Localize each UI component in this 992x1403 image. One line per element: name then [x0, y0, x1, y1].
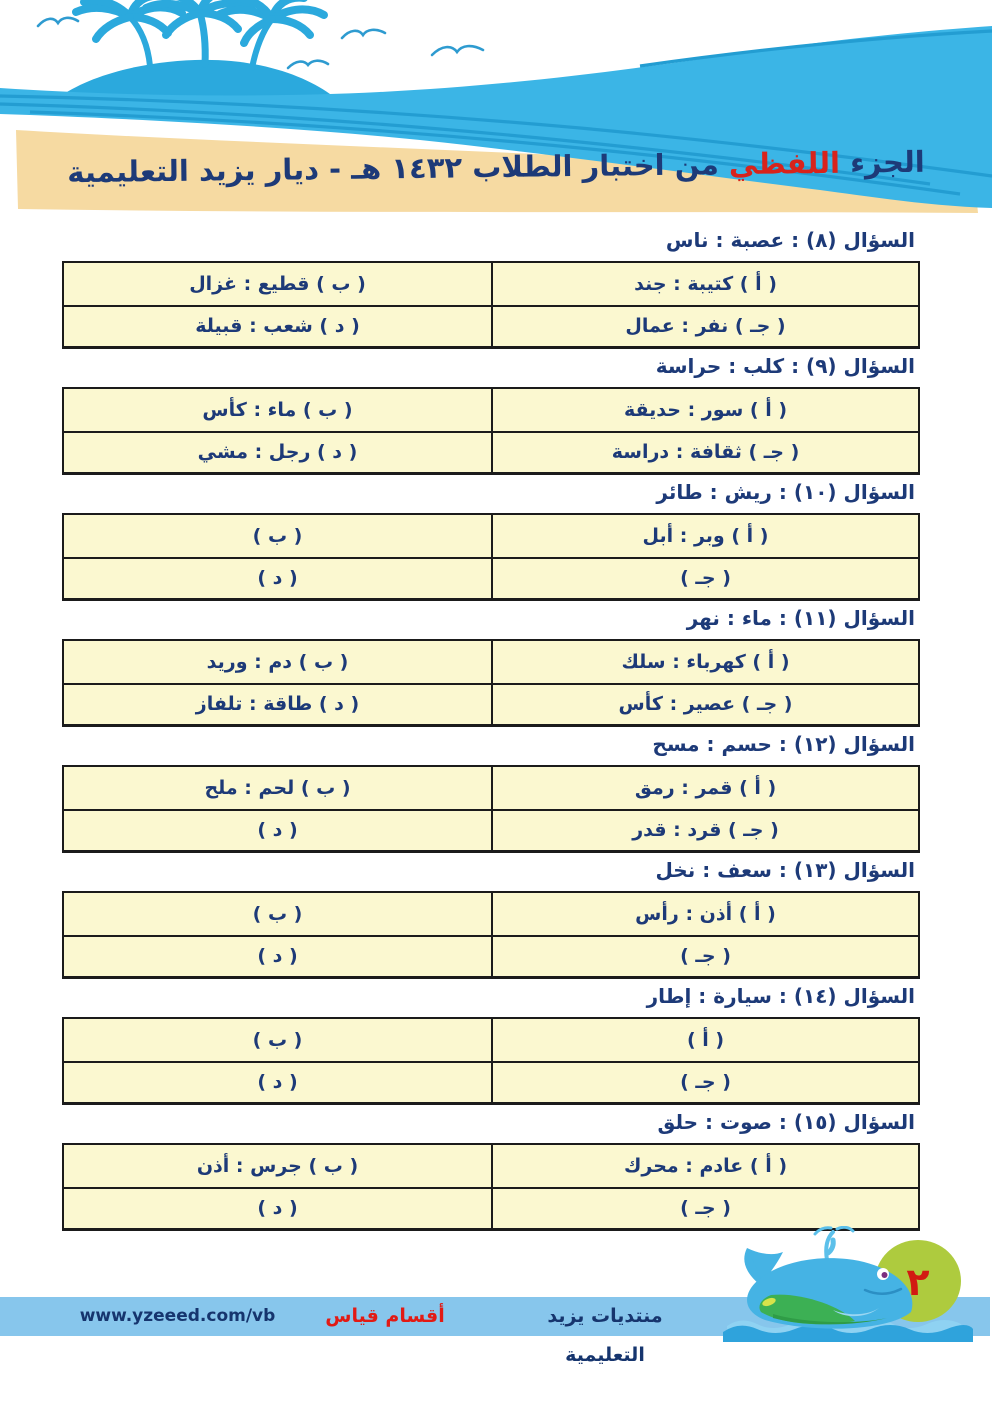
option-d: ( د ) — [64, 1186, 491, 1229]
question-label: السؤال (١٥) : صوت : حلق — [657, 1110, 915, 1134]
option-c: ( جـ ) — [491, 934, 918, 976]
footer-qiyas-section: أقسام قياس — [325, 1305, 445, 1327]
whale-body-icon — [744, 1248, 913, 1329]
question-label: السؤال (١٣) : سعف : نخل — [655, 858, 915, 882]
whale-spout-icon — [813, 1226, 855, 1262]
question-label: السؤال (١١) : ماء : نهر — [686, 606, 915, 630]
option-c: ( جـ ) قرد : قدر — [491, 808, 918, 850]
sea-wave — [0, 26, 992, 208]
footer-forum-name: منتديات يزيد التعليمية — [547, 1305, 663, 1366]
option-b: ( ب ) لحم : ملح — [204, 776, 351, 799]
options-table: ( أ ) سور : حديقة ( ب ) ماء : كأس ( جـ )… — [62, 387, 920, 475]
option-a: ( أ ) كهرباء : سلك — [491, 641, 918, 683]
question-label: السؤال (٩) : كلب : حراسة — [655, 354, 915, 378]
option-d: ( د ) — [64, 556, 491, 599]
options-table: ( أ ) ( ب ) ( جـ ) ( د ) — [62, 1017, 920, 1105]
option-b: ( ب ) جرس : أذن — [196, 1154, 359, 1177]
option-a: ( أ ) — [491, 1019, 918, 1061]
seagull-icons — [36, 16, 485, 70]
wave-stripes — [0, 29, 992, 196]
option-d: ( د ) طاقة : تلفاز — [64, 682, 491, 725]
option-c: ( جـ ) ثقافة : دراسة — [491, 430, 918, 472]
whale-illustration: ٢ — [723, 1226, 973, 1342]
question-section-15: السؤال (١٥) : صوت : حلق ( أ ) عادم : محر… — [0, 1110, 992, 1234]
question-section-9: السؤال (٩) : كلب : حراسة ( أ ) سور : حدي… — [0, 354, 992, 478]
option-a: ( أ ) سور : حديقة — [491, 389, 918, 431]
option-a: ( أ ) أذن : رأس — [491, 893, 918, 935]
option-b: ( ب ) قطيع : غزال — [189, 272, 366, 295]
options-table: ( أ ) قمر : رمق ( ب ) لحم : ملح ( جـ ) ق… — [62, 765, 920, 853]
option-c: ( جـ ) — [491, 1060, 918, 1102]
option-a: ( أ ) وبر : أبل — [491, 515, 918, 557]
question-label: السؤال (١٤) : سيارة : إطار — [646, 984, 915, 1008]
option-b: ( ب ) — [252, 524, 303, 547]
options-table: ( أ ) وبر : أبل ( ب ) ( جـ ) ( د ) — [62, 513, 920, 601]
option-c: ( جـ ) عصير : كأس — [491, 682, 918, 724]
option-c: ( جـ ) — [491, 556, 918, 598]
option-d: ( د ) — [64, 808, 491, 851]
question-section-10: السؤال (١٠) : ريش : طائر ( أ ) وبر : أبل… — [0, 480, 992, 604]
title-lead: الجزء — [839, 144, 925, 180]
option-b: ( ب ) ماء : كأس — [202, 398, 353, 421]
options-table: ( أ ) كهرباء : سلك ( ب ) دم : وريد ( جـ … — [62, 639, 920, 727]
option-b: ( ب ) دم : وريد — [206, 650, 349, 673]
question-label: السؤال (٨) : عصبة : ناس — [665, 228, 915, 252]
option-a: ( أ ) كتيبة : جند — [491, 263, 918, 305]
palm-trees-icon — [72, 0, 328, 71]
option-d: ( د ) — [64, 1060, 491, 1103]
question-section-13: السؤال (١٣) : سعف : نخل ( أ ) أذن : رأس … — [0, 858, 992, 982]
whale-waves — [723, 1325, 973, 1342]
option-d: ( د ) شعب : قبيلة — [64, 304, 491, 347]
sand-banner — [16, 130, 978, 213]
option-c: ( جـ ) — [491, 1186, 918, 1228]
question-section-8: السؤال (٨) : عصبة : ناس ( أ ) كتيبة : جن… — [0, 228, 992, 352]
option-d: ( د ) — [64, 934, 491, 977]
option-b: ( ب ) — [252, 1028, 303, 1051]
question-label: السؤال (١٢) : حسم : مسح — [652, 732, 915, 756]
options-table: ( أ ) أذن : رأس ( ب ) ( جـ ) ( د ) — [62, 891, 920, 979]
question-section-11: السؤال (١١) : ماء : نهر ( أ ) كهرباء : س… — [0, 606, 992, 730]
island-icon — [58, 59, 332, 104]
title-highlight: اللفظي — [728, 145, 841, 182]
options-table: ( أ ) عادم : محرك ( ب ) جرس : أذن ( جـ )… — [62, 1143, 920, 1231]
option-a: ( أ ) عادم : محرك — [491, 1145, 918, 1187]
page-number: ٢ — [906, 1260, 929, 1304]
footer-site-url: www.yzeeed.com/vb — [79, 1306, 276, 1326]
option-c: ( جـ ) نفر : عمال — [491, 304, 918, 346]
beach-island-illustration — [0, 0, 992, 213]
question-label: السؤال (١٠) : ريش : طائر — [656, 480, 915, 504]
option-a: ( أ ) قمر : رمق — [491, 767, 918, 809]
question-section-14: السؤال (١٤) : سيارة : إطار ( أ ) ( ب ) (… — [0, 984, 992, 1108]
options-table: ( أ ) كتيبة : جند ( ب ) قطيع : غزال ( جـ… — [62, 261, 920, 349]
option-b: ( ب ) — [252, 902, 303, 925]
option-d: ( د ) رجل : مشي — [64, 430, 491, 473]
question-section-12: السؤال (١٢) : حسم : مسح ( أ ) قمر : رمق … — [0, 732, 992, 856]
